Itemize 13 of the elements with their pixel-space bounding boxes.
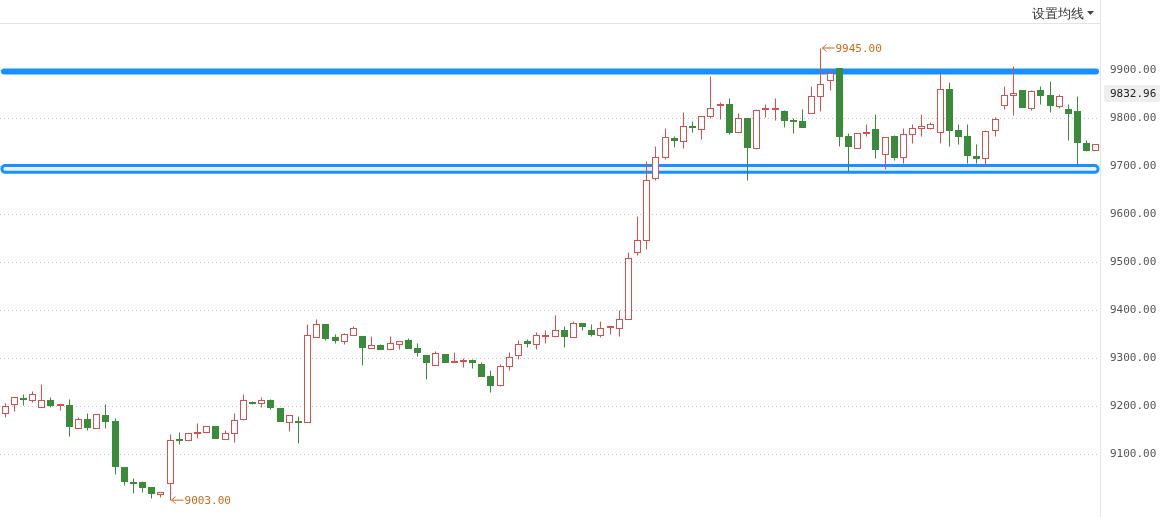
y-tick-label: 9300.00: [1110, 351, 1157, 365]
annotation: 9003.00: [184, 493, 231, 507]
y-tick-label: 9400.00: [1110, 303, 1157, 317]
y-tick-label: 9100.00: [1110, 447, 1157, 461]
y-tick-label: 9500.00: [1110, 255, 1157, 269]
y-tick-label: 9700.00: [1110, 159, 1157, 173]
y-tick-label: 9800.00: [1110, 111, 1157, 125]
y-tick-label: 9900.00: [1110, 63, 1157, 77]
y-tick-label: 9200.00: [1110, 399, 1157, 413]
text: 9832.96: [1110, 87, 1157, 101]
annotation: 9945.00: [835, 41, 882, 55]
text: 设置均线: [1032, 5, 1084, 21]
y-tick-label: 9600.00: [1110, 207, 1157, 221]
